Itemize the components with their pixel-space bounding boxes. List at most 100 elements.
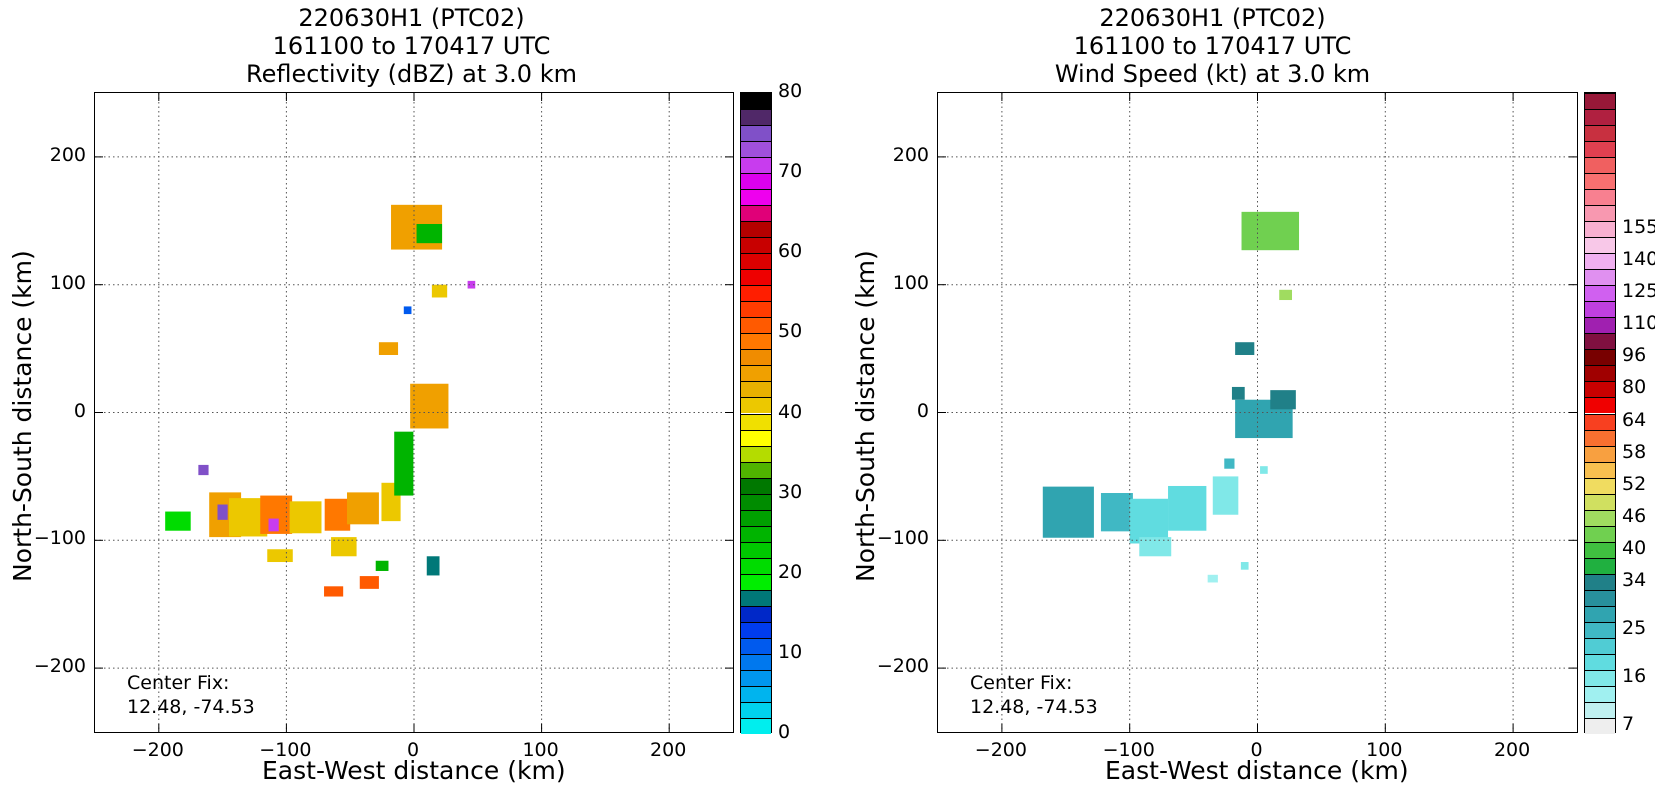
colorbar-segment — [1585, 413, 1615, 430]
data-cell — [1240, 562, 1249, 570]
colorbar-tick-label: 7 — [1622, 712, 1635, 735]
colorbar-segment — [1585, 653, 1615, 670]
plot-area: Center Fix: 12.48, -74.53 — [937, 92, 1578, 733]
x-tick-label: −200 — [131, 739, 184, 761]
colorbar-segment — [1585, 221, 1615, 238]
colorbar-tick-label: 80 — [1622, 376, 1647, 399]
heatmap-svg — [95, 93, 733, 732]
colorbar-segment — [741, 221, 771, 238]
y-tick-label: 0 — [73, 399, 86, 422]
colorbar-tick-label: 40 — [778, 400, 803, 423]
center-fix-value: 12.48, -74.53 — [127, 696, 255, 718]
colorbar-segment — [741, 237, 771, 254]
colorbar-segment — [1585, 125, 1615, 142]
colorbar-segment — [741, 413, 771, 430]
data-cell — [217, 504, 228, 520]
colorbar-segment — [741, 653, 771, 670]
colorbar — [740, 92, 772, 734]
colorbar-segment — [1585, 701, 1615, 718]
colorbar-tick-label: 40 — [1622, 536, 1647, 559]
colorbar-segment — [741, 717, 771, 734]
colorbar-segment — [741, 173, 771, 190]
colorbar-segment — [1585, 173, 1615, 190]
colorbar-segment — [1585, 205, 1615, 222]
x-tick-label: 0 — [406, 739, 420, 761]
plot-area: Center Fix: 12.48, -74.53 — [94, 92, 734, 733]
colorbar-segment — [1585, 397, 1615, 414]
y-tick-label: 200 — [49, 143, 86, 166]
y-tick-label: −100 — [876, 527, 929, 550]
colorbar-tick-label: 60 — [778, 240, 803, 263]
colorbar-segment — [741, 557, 771, 574]
colorbar-tick-label: 50 — [778, 320, 803, 343]
colorbar-segment — [741, 493, 771, 510]
colorbar-segment — [1585, 349, 1615, 366]
colorbar-segment — [741, 589, 771, 606]
data-cell — [1168, 485, 1207, 531]
colorbar-segment — [1585, 157, 1615, 174]
colorbar-segment — [741, 685, 771, 702]
colorbar-segment — [741, 621, 771, 638]
colorbar-segment — [741, 445, 771, 462]
data-cell — [1139, 537, 1172, 557]
x-tick-label: 100 — [1366, 739, 1403, 761]
colorbar-segment — [1585, 573, 1615, 590]
title-line-2: 161100 to 170417 UTC — [1073, 32, 1352, 60]
colorbar-segment — [741, 381, 771, 398]
data-cell — [1260, 466, 1268, 474]
colorbar-segment — [1585, 141, 1615, 158]
colorbar-segment — [1585, 717, 1615, 734]
colorbar-segment — [1585, 605, 1615, 622]
colorbar-tick-label: 25 — [1622, 616, 1647, 639]
colorbar-segment — [741, 669, 771, 686]
data-cell — [267, 549, 293, 563]
colorbar-segment — [741, 333, 771, 350]
data-cell — [1042, 486, 1094, 538]
colorbar-tick-label: 0 — [778, 721, 791, 743]
colorbar-segment — [1585, 429, 1615, 446]
title-line-1: 220630H1 (PTC02) — [1099, 4, 1326, 32]
colorbar-segment — [741, 317, 771, 334]
colorbar-tick-label: 30 — [778, 480, 803, 503]
colorbar-segment — [741, 301, 771, 318]
colorbar-segment — [1585, 285, 1615, 302]
data-cell — [410, 383, 449, 429]
data-cell — [1231, 386, 1245, 400]
data-cell — [359, 576, 379, 589]
y-tick-label: 100 — [49, 271, 86, 294]
data-cell — [268, 518, 279, 532]
data-cell — [467, 280, 476, 289]
data-cell — [289, 501, 322, 534]
colorbar-tick-label: 46 — [1622, 504, 1647, 527]
colorbar-segment — [741, 429, 771, 446]
colorbar-segment — [741, 157, 771, 174]
colorbar-segment — [741, 125, 771, 142]
x-tick-label: −200 — [974, 739, 1027, 761]
chart-title: 220630H1 (PTC02) 161100 to 170417 UTC Re… — [90, 4, 733, 88]
x-tick-label: −100 — [259, 739, 312, 761]
colorbar-segment — [741, 349, 771, 366]
x-tick-label: 0 — [1250, 739, 1263, 761]
x-tick-label: 200 — [1493, 739, 1531, 761]
center-fix-label: Center Fix: — [127, 672, 230, 694]
colorbar-segment — [741, 141, 771, 158]
reflectivity-panel: 220630H1 (PTC02) 161100 to 170417 UTC Re… — [0, 0, 827, 787]
colorbar-segment — [1585, 253, 1615, 270]
colorbar-segment — [741, 541, 771, 558]
colorbar-segment — [741, 285, 771, 302]
colorbar-segment — [1585, 365, 1615, 382]
colorbar-segment — [741, 397, 771, 414]
colorbar-segment — [1585, 109, 1615, 126]
data-cell — [378, 342, 399, 355]
chart-title: 220630H1 (PTC02) 161100 to 170417 UTC Wi… — [891, 4, 1534, 88]
colorbar-segment — [1585, 445, 1615, 462]
wind-speed-panel: 220630H1 (PTC02) 161100 to 170417 UTC Wi… — [843, 0, 1655, 787]
data-cell — [403, 306, 412, 315]
colorbar-segment — [741, 637, 771, 654]
colorbar — [1584, 92, 1616, 734]
colorbar-segment — [741, 189, 771, 206]
data-cell — [431, 284, 448, 298]
center-fix-value: 12.48, -74.53 — [970, 696, 1098, 718]
colorbar-segment — [1585, 685, 1615, 702]
colorbar-segment — [741, 205, 771, 222]
